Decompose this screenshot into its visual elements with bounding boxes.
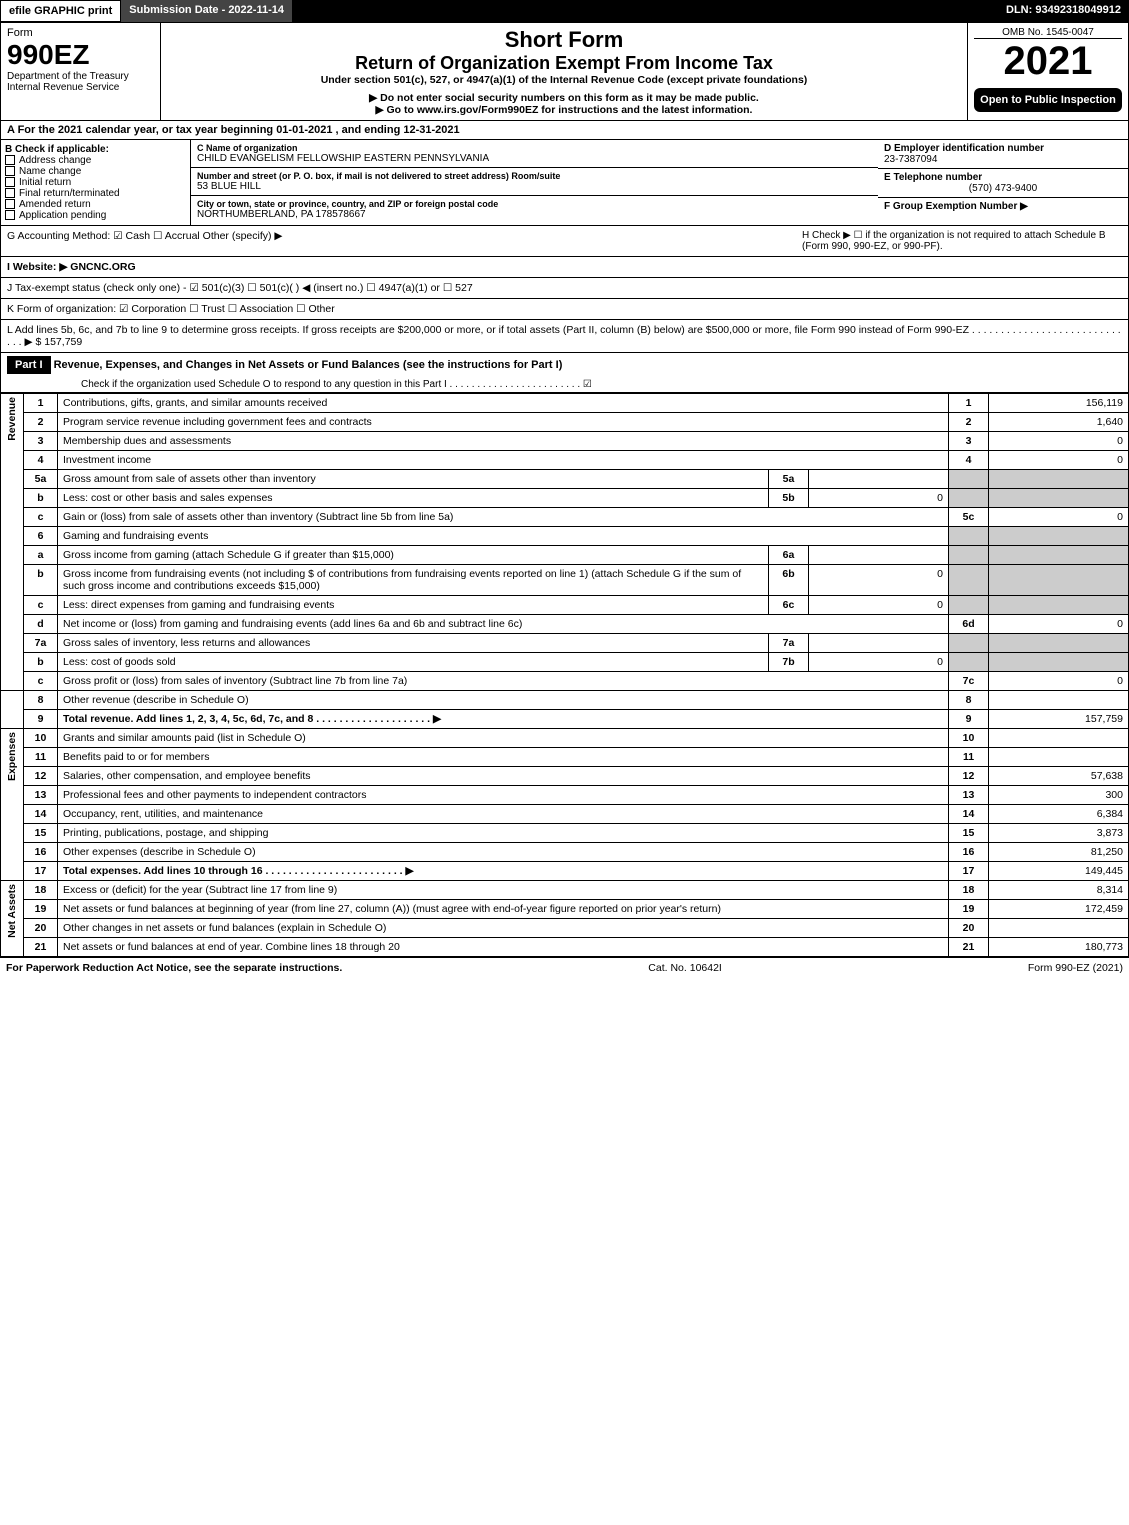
line-11: 11 Benefits paid to or for members 11 (1, 748, 1129, 767)
line-15: 15 Printing, publications, postage, and … (1, 824, 1129, 843)
chk-final-return[interactable]: Final return/terminated (5, 188, 186, 199)
org-addr-block: Number and street (or P. O. box, if mail… (191, 168, 878, 196)
title-cell: Short Form Return of Organization Exempt… (161, 23, 968, 120)
top-bar: efile GRAPHIC print Submission Date - 20… (0, 0, 1129, 22)
line-5c: c Gain or (loss) from sale of assets oth… (1, 508, 1129, 527)
part-i-title: Revenue, Expenses, and Changes in Net As… (54, 359, 563, 371)
line-10: Expenses 10 Grants and similar amounts p… (1, 729, 1129, 748)
year-cell: OMB No. 1545-0047 2021 Open to Public In… (968, 23, 1128, 120)
ein-block: D Employer identification number 23-7387… (878, 140, 1128, 169)
submission-date: Submission Date - 2022-11-14 (121, 0, 292, 22)
line-8: 8 Other revenue (describe in Schedule O)… (1, 691, 1129, 710)
line-6c: c Less: direct expenses from gaming and … (1, 596, 1129, 615)
col-c-org: C Name of organization CHILD EVANGELISM … (191, 140, 878, 225)
row-g-h: G Accounting Method: ☑ Cash ☐ Accrual Ot… (0, 226, 1129, 257)
chk-name-change[interactable]: Name change (5, 166, 186, 177)
form-id-cell: Form 990EZ Department of the Treasury In… (1, 23, 161, 120)
page-footer: For Paperwork Reduction Act Notice, see … (0, 957, 1129, 978)
line-5b: b Less: cost or other basis and sales ex… (1, 489, 1129, 508)
part-i-title-row: Part I Revenue, Expenses, and Changes in… (1, 353, 1128, 377)
group-ex-label: F Group Exemption Number ▶ (884, 201, 1028, 212)
chk-initial-return[interactable]: Initial return (5, 177, 186, 188)
line-6d: d Net income or (loss) from gaming and f… (1, 615, 1129, 634)
form-word: Form (7, 27, 154, 39)
form-of-organization: K Form of organization: ☑ Corporation ☐ … (0, 299, 1129, 320)
phone-value: (570) 473-9400 (884, 183, 1122, 194)
lines-table: Revenue 1 Contributions, gifts, grants, … (0, 393, 1129, 957)
paperwork-notice: For Paperwork Reduction Act Notice, see … (6, 962, 342, 974)
main-title: Return of Organization Exempt From Incom… (167, 53, 961, 74)
line-17: 17 Total expenses. Add lines 10 through … (1, 862, 1129, 881)
part-i-header: Part I Revenue, Expenses, and Changes in… (0, 353, 1129, 393)
accounting-method: G Accounting Method: ☑ Cash ☐ Accrual Ot… (7, 230, 802, 252)
chk-amended-return[interactable]: Amended return (5, 199, 186, 210)
col-b-checkboxes: B Check if applicable: Address change Na… (1, 140, 191, 225)
chk-address-change[interactable]: Address change (5, 155, 186, 166)
org-name-block: C Name of organization CHILD EVANGELISM … (191, 140, 878, 168)
org-city: NORTHUMBERLAND, PA 178578667 (197, 209, 872, 220)
side-net-assets: Net Assets (1, 881, 24, 957)
side-expenses: Expenses (1, 729, 24, 881)
line-5a: 5a Gross amount from sale of assets othe… (1, 470, 1129, 489)
phone-label: E Telephone number (884, 172, 1122, 183)
tax-exempt-status: J Tax-exempt status (check only one) - ☑… (0, 278, 1129, 299)
line-6a: a Gross income from gaming (attach Sched… (1, 546, 1129, 565)
form-number: 990EZ (7, 39, 154, 71)
line-9: 9 Total revenue. Add lines 1, 2, 3, 4, 5… (1, 710, 1129, 729)
form-ref: Form 990-EZ (2021) (1028, 962, 1123, 974)
line-16: 16 Other expenses (describe in Schedule … (1, 843, 1129, 862)
line-21: 21 Net assets or fund balances at end of… (1, 938, 1129, 957)
line-18: Net Assets 18 Excess or (deficit) for th… (1, 881, 1129, 900)
phone-block: E Telephone number (570) 473-9400 (878, 169, 1128, 198)
tax-year: 2021 (974, 39, 1122, 84)
website-row: I Website: ▶ GNCNC.ORG (0, 257, 1129, 278)
city-label: City or town, state or province, country… (197, 199, 872, 209)
side-revenue: Revenue (1, 394, 24, 691)
ssn-warning: ▶ Do not enter social security numbers o… (167, 92, 961, 104)
goto-link[interactable]: ▶ Go to www.irs.gov/Form990EZ for instru… (167, 104, 961, 116)
efile-label: efile GRAPHIC print (0, 0, 121, 22)
website-label: I Website: ▶ GNCNC.ORG (7, 261, 136, 273)
line-4: 4 Investment income 4 0 (1, 451, 1129, 470)
line-6b: b Gross income from fundraising events (… (1, 565, 1129, 596)
col-d-ids: D Employer identification number 23-7387… (878, 140, 1128, 225)
c-name-label: C Name of organization (197, 143, 872, 153)
org-name: CHILD EVANGELISM FELLOWSHIP EASTERN PENN… (197, 153, 872, 164)
line-7a: 7a Gross sales of inventory, less return… (1, 634, 1129, 653)
line-13: 13 Professional fees and other payments … (1, 786, 1129, 805)
line-12: 12 Salaries, other compensation, and emp… (1, 767, 1129, 786)
section-a: A For the 2021 calendar year, or tax yea… (0, 121, 1129, 140)
dept-label: Department of the Treasury Internal Reve… (7, 71, 154, 93)
addr-label: Number and street (or P. O. box, if mail… (197, 171, 872, 181)
dln-label: DLN: 93492318049912 (998, 0, 1129, 22)
short-form-title: Short Form (167, 27, 961, 53)
ein-value: 23-7387094 (884, 154, 1122, 165)
line-7c: c Gross profit or (loss) from sales of i… (1, 672, 1129, 691)
omb-number: OMB No. 1545-0047 (974, 27, 1122, 39)
ein-label: D Employer identification number (884, 143, 1122, 154)
open-public-badge: Open to Public Inspection (974, 88, 1122, 112)
chk-application-pending[interactable]: Application pending (5, 210, 186, 221)
line-2: 2 Program service revenue including gove… (1, 413, 1129, 432)
org-street: 53 BLUE HILL (197, 181, 872, 192)
part-i-check: Check if the organization used Schedule … (1, 377, 1128, 392)
form-header: Form 990EZ Department of the Treasury In… (0, 22, 1129, 121)
cat-no: Cat. No. 10642I (648, 962, 722, 974)
topbar-spacer (292, 0, 998, 22)
group-exemption-block: F Group Exemption Number ▶ (878, 198, 1128, 215)
schedule-b-check: H Check ▶ ☐ if the organization is not r… (802, 230, 1122, 252)
b-label: B Check if applicable: (5, 144, 186, 155)
part-i-badge: Part I (7, 356, 51, 374)
line-3: 3 Membership dues and assessments 3 0 (1, 432, 1129, 451)
line-20: 20 Other changes in net assets or fund b… (1, 919, 1129, 938)
gross-receipts-note: L Add lines 5b, 6c, and 7b to line 9 to … (0, 320, 1129, 353)
line-19: 19 Net assets or fund balances at beginn… (1, 900, 1129, 919)
subtitle: Under section 501(c), 527, or 4947(a)(1)… (167, 74, 961, 86)
line-6: 6 Gaming and fundraising events (1, 527, 1129, 546)
org-city-block: City or town, state or province, country… (191, 196, 878, 223)
org-info-grid: B Check if applicable: Address change Na… (0, 140, 1129, 226)
line-1: Revenue 1 Contributions, gifts, grants, … (1, 394, 1129, 413)
line-7b: b Less: cost of goods sold 7b 0 (1, 653, 1129, 672)
line-14: 14 Occupancy, rent, utilities, and maint… (1, 805, 1129, 824)
